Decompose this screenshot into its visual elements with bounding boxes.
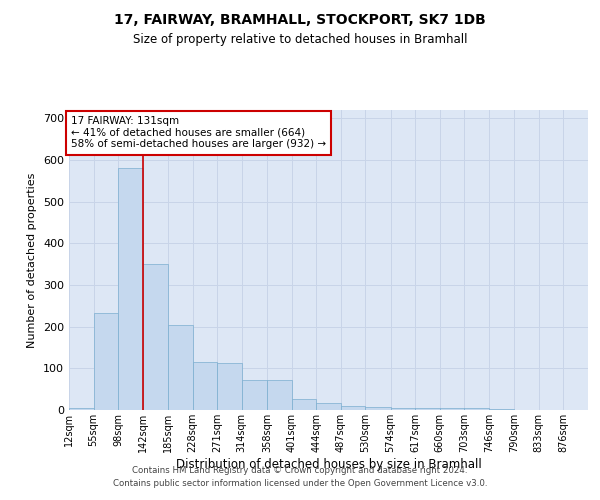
Bar — [118, 168, 143, 410]
Bar — [292, 399, 316, 410]
Bar — [391, 408, 415, 410]
Bar — [440, 408, 464, 410]
Bar — [316, 404, 341, 410]
Bar — [489, 409, 514, 410]
Bar — [143, 264, 168, 410]
Bar — [69, 408, 94, 410]
Bar — [217, 363, 242, 410]
X-axis label: Distribution of detached houses by size in Bramhall: Distribution of detached houses by size … — [176, 458, 481, 470]
Bar — [193, 362, 217, 410]
Bar — [341, 406, 365, 410]
Bar — [242, 380, 267, 410]
Y-axis label: Number of detached properties: Number of detached properties — [28, 172, 37, 348]
Text: Size of property relative to detached houses in Bramhall: Size of property relative to detached ho… — [133, 32, 467, 46]
Text: 17 FAIRWAY: 131sqm
← 41% of detached houses are smaller (664)
58% of semi-detach: 17 FAIRWAY: 131sqm ← 41% of detached hou… — [71, 116, 326, 150]
Bar — [464, 408, 489, 410]
Text: Contains HM Land Registry data © Crown copyright and database right 2024.
Contai: Contains HM Land Registry data © Crown c… — [113, 466, 487, 487]
Bar — [168, 324, 193, 410]
Bar — [94, 312, 118, 410]
Bar — [415, 408, 440, 410]
Text: 17, FAIRWAY, BRAMHALL, STOCKPORT, SK7 1DB: 17, FAIRWAY, BRAMHALL, STOCKPORT, SK7 1D… — [114, 12, 486, 26]
Bar — [267, 380, 292, 410]
Bar — [365, 407, 391, 410]
